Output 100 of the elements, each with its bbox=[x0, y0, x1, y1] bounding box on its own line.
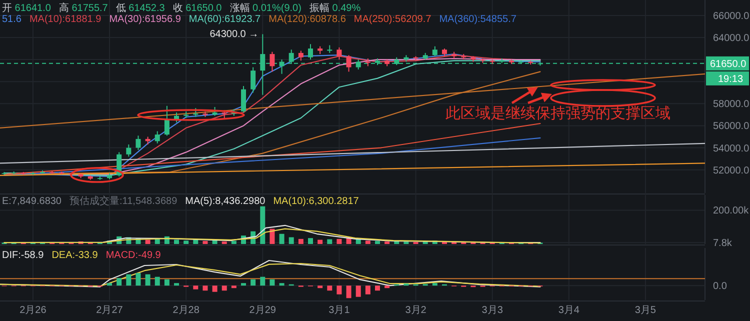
bar bbox=[231, 240, 236, 244]
text: MA(10):6,300.2817 bbox=[273, 196, 360, 207]
candlestick bbox=[432, 46, 438, 57]
candlestick bbox=[136, 135, 141, 150]
annotation: 64300.0 → bbox=[210, 29, 259, 40]
candlestick bbox=[164, 105, 170, 136]
bar bbox=[318, 240, 323, 244]
text: MA(120):60878.6 bbox=[268, 14, 346, 25]
y-tick-label: 64000.0 bbox=[713, 32, 750, 44]
bar bbox=[270, 279, 275, 286]
x-tick-label: 2月27 bbox=[96, 305, 124, 316]
bar bbox=[308, 238, 313, 244]
bar bbox=[318, 286, 323, 288]
annotation: 此区域是继续保持强势的支撑区域 bbox=[446, 105, 670, 122]
y-tick-label: 58000.0 bbox=[713, 99, 750, 110]
bar bbox=[136, 273, 141, 286]
bar bbox=[374, 286, 380, 291]
y-tick-label: 52000.0 bbox=[713, 165, 750, 176]
bar bbox=[279, 234, 284, 244]
y-tick-label: 56000.0 bbox=[713, 121, 750, 132]
candlestick bbox=[298, 50, 304, 62]
bar bbox=[298, 238, 304, 244]
annotation: E:7,849.6830 bbox=[2, 196, 62, 207]
bar bbox=[288, 237, 294, 244]
bar bbox=[260, 276, 266, 286]
y-tick-label: 66000.0 bbox=[713, 10, 750, 22]
candlestick bbox=[308, 44, 313, 60]
annotation: 涨幅 0.01%(9.0) bbox=[230, 2, 302, 14]
bar bbox=[184, 240, 189, 244]
annotation: 预估成交量:11,548.3689 bbox=[70, 195, 178, 207]
bar bbox=[231, 286, 236, 288]
bar bbox=[356, 286, 361, 297]
candlestick bbox=[356, 59, 361, 70]
candlestick bbox=[250, 66, 256, 94]
x-tick-label: 2月29 bbox=[249, 305, 276, 316]
text: MA(250):56209.7 bbox=[354, 14, 432, 25]
x-tick-label: 3月2 bbox=[405, 305, 427, 316]
candlestick bbox=[270, 51, 275, 72]
candlestick bbox=[154, 130, 160, 144]
bar bbox=[116, 278, 122, 286]
bar bbox=[145, 240, 150, 244]
candlestick bbox=[174, 112, 180, 123]
bar bbox=[384, 286, 390, 288]
bar bbox=[260, 206, 266, 244]
x-tick-label: 3月1 bbox=[328, 305, 350, 316]
candlestick bbox=[241, 86, 246, 113]
bar bbox=[279, 283, 284, 286]
candlestick bbox=[126, 144, 132, 158]
bar bbox=[222, 241, 227, 244]
bar bbox=[365, 286, 370, 294]
bar bbox=[222, 286, 227, 291]
text: MA(5):8,436.2980 bbox=[185, 196, 266, 207]
bar bbox=[365, 240, 370, 244]
bar bbox=[154, 276, 160, 286]
bar bbox=[384, 241, 390, 244]
annotation: 收 61650.0 bbox=[172, 3, 222, 14]
x-tick-label: 2月28 bbox=[172, 305, 200, 316]
annotation: 低 61452.3 bbox=[116, 3, 166, 14]
text: DEA:-33.9 bbox=[52, 250, 98, 261]
bar bbox=[432, 283, 438, 286]
candlestick bbox=[336, 46, 342, 60]
x-tick-label: 3月5 bbox=[634, 305, 656, 316]
candlestick bbox=[346, 54, 352, 72]
y-tick-label: 7.8k bbox=[713, 238, 733, 250]
bar bbox=[327, 286, 332, 291]
text: MA(60):61923.7 bbox=[188, 14, 262, 25]
bar bbox=[174, 283, 180, 286]
bar bbox=[212, 240, 218, 244]
x-tick-label: 2月26 bbox=[20, 305, 47, 316]
bar bbox=[241, 283, 246, 286]
text: DIF:-58.9 bbox=[2, 250, 44, 261]
bar bbox=[250, 279, 256, 286]
bar bbox=[356, 239, 361, 244]
text: 19:13 bbox=[718, 74, 744, 85]
bar bbox=[107, 283, 112, 286]
ref-line-label: 61650.0 bbox=[710, 58, 747, 70]
bar bbox=[336, 238, 342, 244]
x-tick-label: 3月3 bbox=[482, 305, 504, 316]
y-tick-label: 200.00k bbox=[713, 206, 750, 217]
bar bbox=[193, 286, 198, 290]
bar bbox=[126, 274, 132, 286]
bar bbox=[336, 286, 342, 294]
annotation: 振幅 0.49% bbox=[309, 2, 361, 14]
ref-line-label: 0.0 bbox=[713, 281, 728, 292]
bar bbox=[164, 279, 170, 286]
bar bbox=[327, 239, 332, 244]
candlestick bbox=[327, 44, 332, 54]
series-label: MACD:-49.9 bbox=[106, 250, 162, 261]
x-tick-label: 3月4 bbox=[558, 305, 580, 316]
bar bbox=[212, 286, 218, 292]
bar bbox=[202, 286, 208, 291]
annotation: 高 61755.7 bbox=[58, 2, 108, 14]
bar bbox=[174, 240, 180, 244]
bar bbox=[374, 240, 380, 244]
bar bbox=[202, 240, 208, 244]
bar bbox=[394, 241, 400, 244]
text: MA(10):61881.9 bbox=[29, 14, 102, 25]
bar bbox=[346, 286, 352, 298]
y-tick-label: 54000.0 bbox=[713, 143, 750, 154]
candlestick bbox=[279, 59, 284, 74]
